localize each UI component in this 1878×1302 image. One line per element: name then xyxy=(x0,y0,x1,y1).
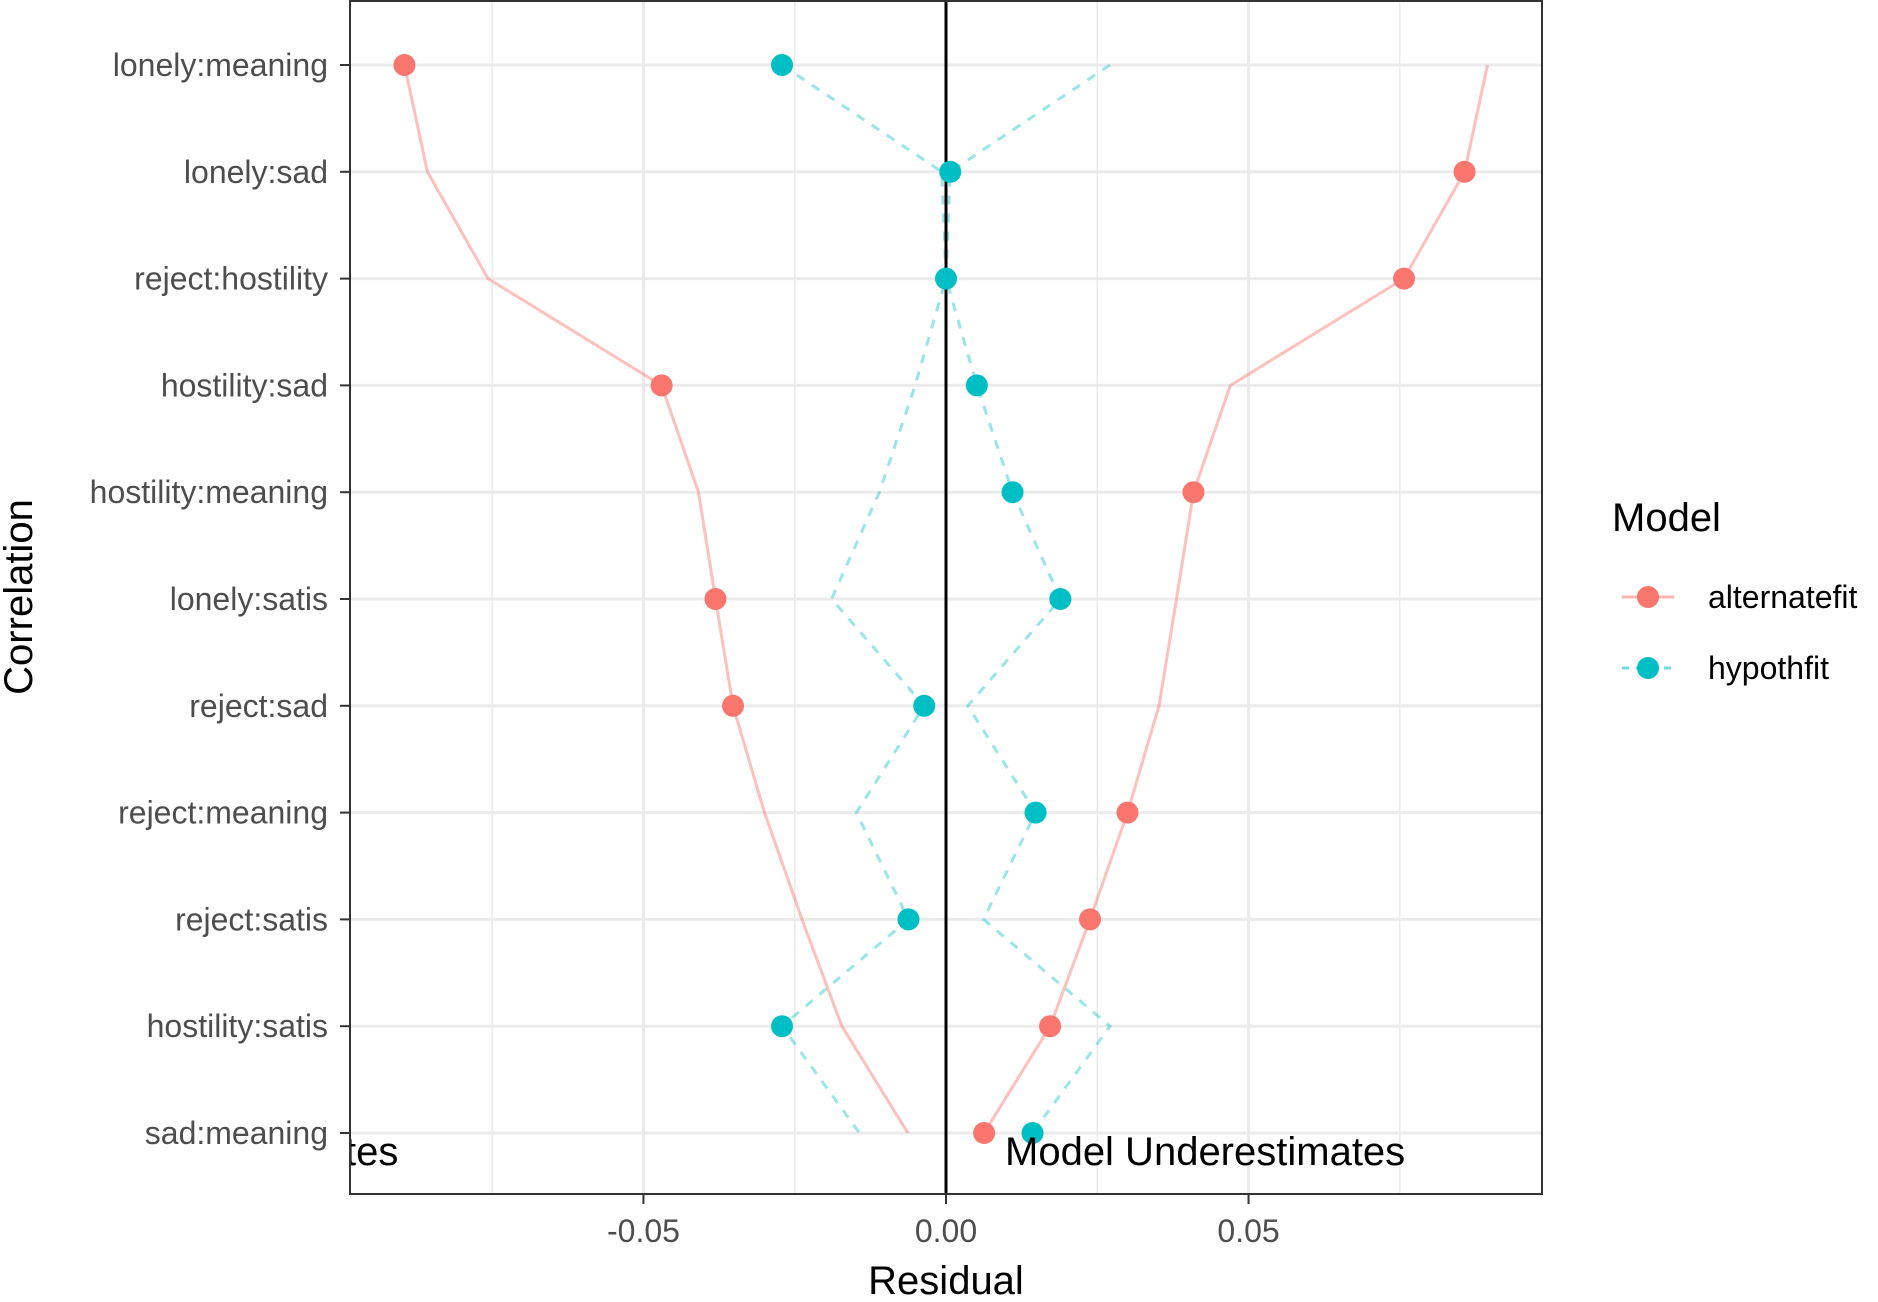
point-hypothfit xyxy=(1024,801,1047,824)
y-tick-label: reject:meaning xyxy=(118,795,328,831)
x-tick-label: 0.05 xyxy=(1217,1213,1279,1249)
annotation-right: Model Underestimates xyxy=(1005,1130,1405,1174)
point-hypothfit xyxy=(897,908,920,931)
point-alternatefit xyxy=(722,694,745,717)
point-hypothfit xyxy=(939,160,962,183)
y-tick-label: reject:sad xyxy=(189,688,328,724)
point-hypothfit xyxy=(965,374,988,397)
legend: Model alternatefit hypothfit xyxy=(1612,496,1858,686)
point-layer xyxy=(393,54,1476,1144)
line-layer xyxy=(403,0,1489,1194)
series-line-alternatefit-upper xyxy=(982,64,1489,1134)
series-line-hypothfit-lower xyxy=(779,63,948,1134)
y-tick-label: hostility:satis xyxy=(147,1008,328,1044)
axis-layer: lonely:meaning lonely:sad reject:hostility… xyxy=(90,47,1280,1249)
y-tick-label: reject:hostility xyxy=(134,261,328,297)
y-tick-label: hostility:sad xyxy=(161,367,328,403)
point-hypothfit xyxy=(771,1015,794,1038)
legend-label-alternatefit: alternatefit xyxy=(1708,579,1858,615)
point-hypothfit xyxy=(1001,481,1024,504)
point-hypothfit xyxy=(1021,1122,1044,1144)
point-alternatefit xyxy=(650,374,673,397)
y-tick-label: sad:meaning xyxy=(145,1115,328,1151)
point-alternatefit xyxy=(704,588,727,610)
y-tick-label: hostility:meaning xyxy=(90,474,328,510)
point-alternatefit xyxy=(973,1122,996,1144)
point-alternatefit xyxy=(1116,801,1139,824)
annotation-left: tes xyxy=(345,1130,398,1174)
point-hypothfit xyxy=(1049,588,1072,610)
y-axis-title: Correlation xyxy=(0,499,41,695)
series-line-hypothfit-upper xyxy=(944,63,1113,1134)
point-alternatefit xyxy=(1182,481,1205,504)
y-tick-label: lonely:satis xyxy=(170,581,328,617)
point-hypothfit xyxy=(913,694,936,717)
point-alternatefit xyxy=(393,54,416,76)
point-alternatefit xyxy=(1079,908,1102,931)
point-alternatefit xyxy=(1039,1015,1062,1038)
point-alternatefit xyxy=(1393,267,1416,290)
legend-key-point-alternatefit xyxy=(1637,586,1659,608)
y-tick-label: lonely:meaning xyxy=(113,47,328,83)
legend-title: Model xyxy=(1612,496,1721,540)
x-tick-label: 0.00 xyxy=(915,1213,977,1249)
panel-outside-mask xyxy=(0,0,349,1297)
point-hypothfit xyxy=(935,267,957,290)
panel-layer xyxy=(0,0,1543,1297)
x-axis-title: Residual xyxy=(868,1259,1024,1297)
x-tick-label: -0.05 xyxy=(607,1213,680,1249)
y-tick-label: reject:satis xyxy=(175,901,328,937)
point-hypothfit xyxy=(771,54,794,76)
y-tick-label: lonely:sad xyxy=(184,154,328,190)
legend-key-point-hypothfit xyxy=(1637,657,1659,679)
legend-label-hypothfit: hypothfit xyxy=(1708,650,1829,686)
point-alternatefit xyxy=(1453,160,1476,183)
